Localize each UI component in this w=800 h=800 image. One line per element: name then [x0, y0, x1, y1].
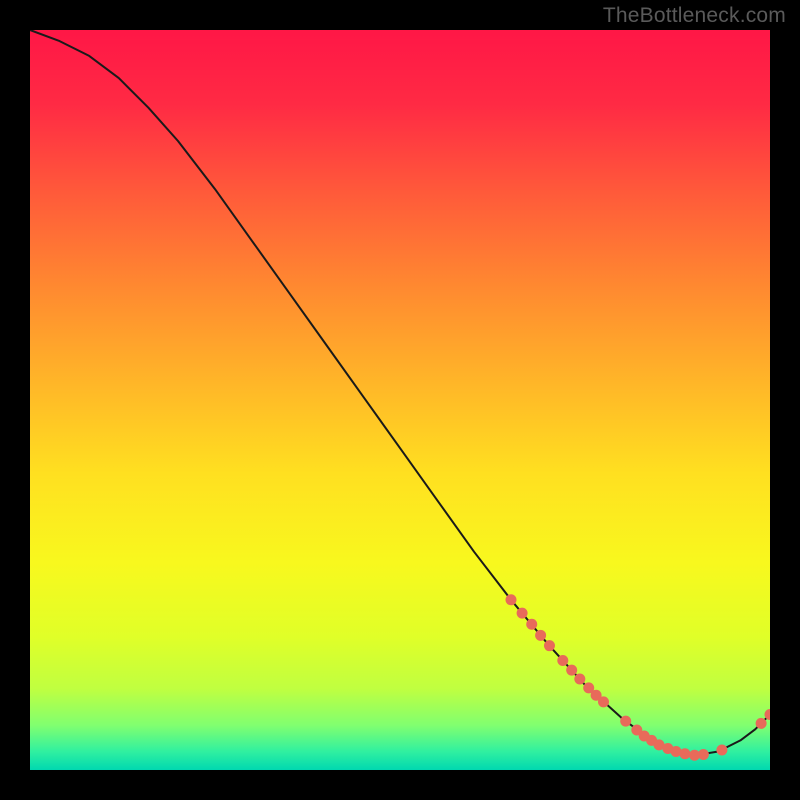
bottleneck-curve-chart	[30, 30, 770, 770]
chart-background	[30, 30, 770, 770]
watermark-label: TheBottleneck.com	[603, 4, 786, 28]
data-marker	[517, 608, 528, 619]
chart-container: TheBottleneck.com	[0, 0, 800, 800]
data-marker	[679, 748, 690, 759]
data-marker	[574, 673, 585, 684]
data-marker	[544, 640, 555, 651]
data-marker	[620, 716, 631, 727]
data-marker	[566, 665, 577, 676]
data-marker	[557, 655, 568, 666]
data-marker	[756, 718, 767, 729]
plot-area	[30, 30, 770, 770]
data-marker	[506, 594, 517, 605]
data-marker	[535, 630, 546, 641]
data-marker	[598, 696, 609, 707]
data-marker	[526, 619, 537, 630]
data-marker	[716, 745, 727, 756]
data-marker	[698, 749, 709, 760]
